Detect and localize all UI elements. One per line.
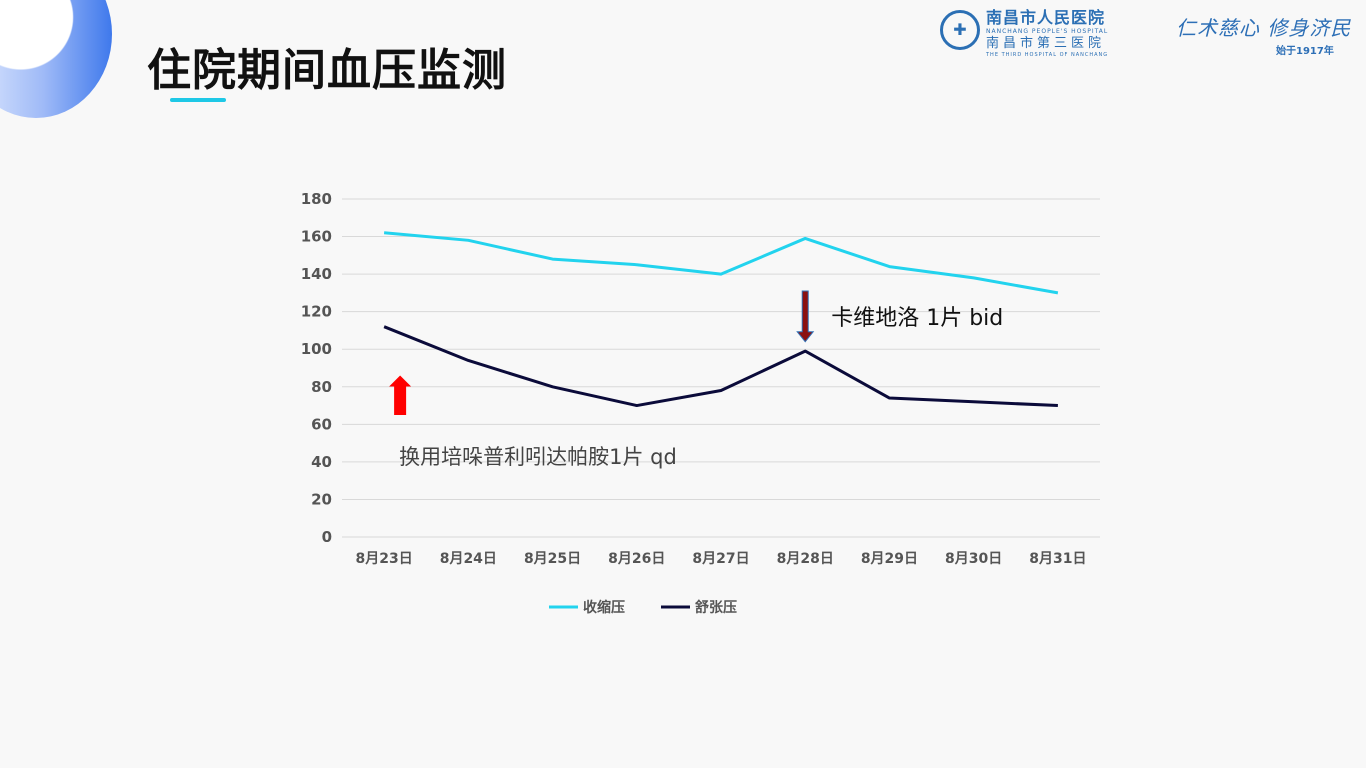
- y-tick-label: 80: [311, 378, 332, 396]
- title-underline: [170, 98, 226, 102]
- annotation-perindopril-indapamide: 换用培哚普利吲达帕胺1片 qd: [399, 445, 677, 469]
- hospital-name-en: NANCHANG PEOPLE'S HOSPITAL: [986, 28, 1109, 35]
- hospital-name-cn: 南昌市人民医院: [986, 8, 1106, 27]
- systolic-line: [383, 231, 1059, 295]
- x-tick-label: 8月28日: [777, 551, 834, 567]
- diastolic-line: [383, 325, 1058, 408]
- hospital-slogan: 仁术慈心 修身济民: [1176, 16, 1352, 40]
- x-tick-label: 8月27日: [692, 551, 749, 567]
- y-tick-label: 140: [301, 265, 332, 283]
- y-tick-label: 160: [301, 228, 332, 246]
- hospital-emblem-icon: ✚: [940, 10, 980, 50]
- annotation-carvedilol: 卡维地洛 1片 bid: [831, 306, 1003, 331]
- x-tick-label: 8月31日: [1029, 551, 1086, 567]
- hospital-alt-name-cn: 南昌市第三医院: [986, 36, 1106, 51]
- founded-year: 始于1917年: [1276, 46, 1334, 57]
- x-tick-label: 8月25日: [524, 551, 581, 567]
- hospital-alt-name-en: THE THIRD HOSPITAL OF NANCHANG: [986, 52, 1109, 58]
- y-tick-label: 20: [311, 490, 332, 508]
- legend-label: 舒张压: [695, 599, 737, 616]
- x-tick-label: 8月26日: [608, 551, 665, 567]
- arrow-up-icon: [389, 375, 412, 415]
- y-tick-label: 100: [301, 340, 332, 358]
- page-title: 住院期间血压监测: [147, 45, 507, 96]
- y-tick-label: 120: [301, 303, 332, 321]
- x-tick-label: 8月24日: [440, 551, 497, 567]
- x-tick-label: 8月23日: [355, 551, 412, 567]
- arrow-down-icon: [796, 290, 815, 343]
- legend-label: 收缩压: [583, 599, 625, 616]
- y-tick-label: 40: [311, 453, 332, 471]
- y-tick-label: 0: [322, 528, 332, 546]
- x-tick-label: 8月30日: [945, 551, 1002, 567]
- x-tick-label: 8月29日: [861, 551, 918, 567]
- y-tick-label: 180: [301, 190, 332, 208]
- y-tick-label: 60: [311, 415, 332, 433]
